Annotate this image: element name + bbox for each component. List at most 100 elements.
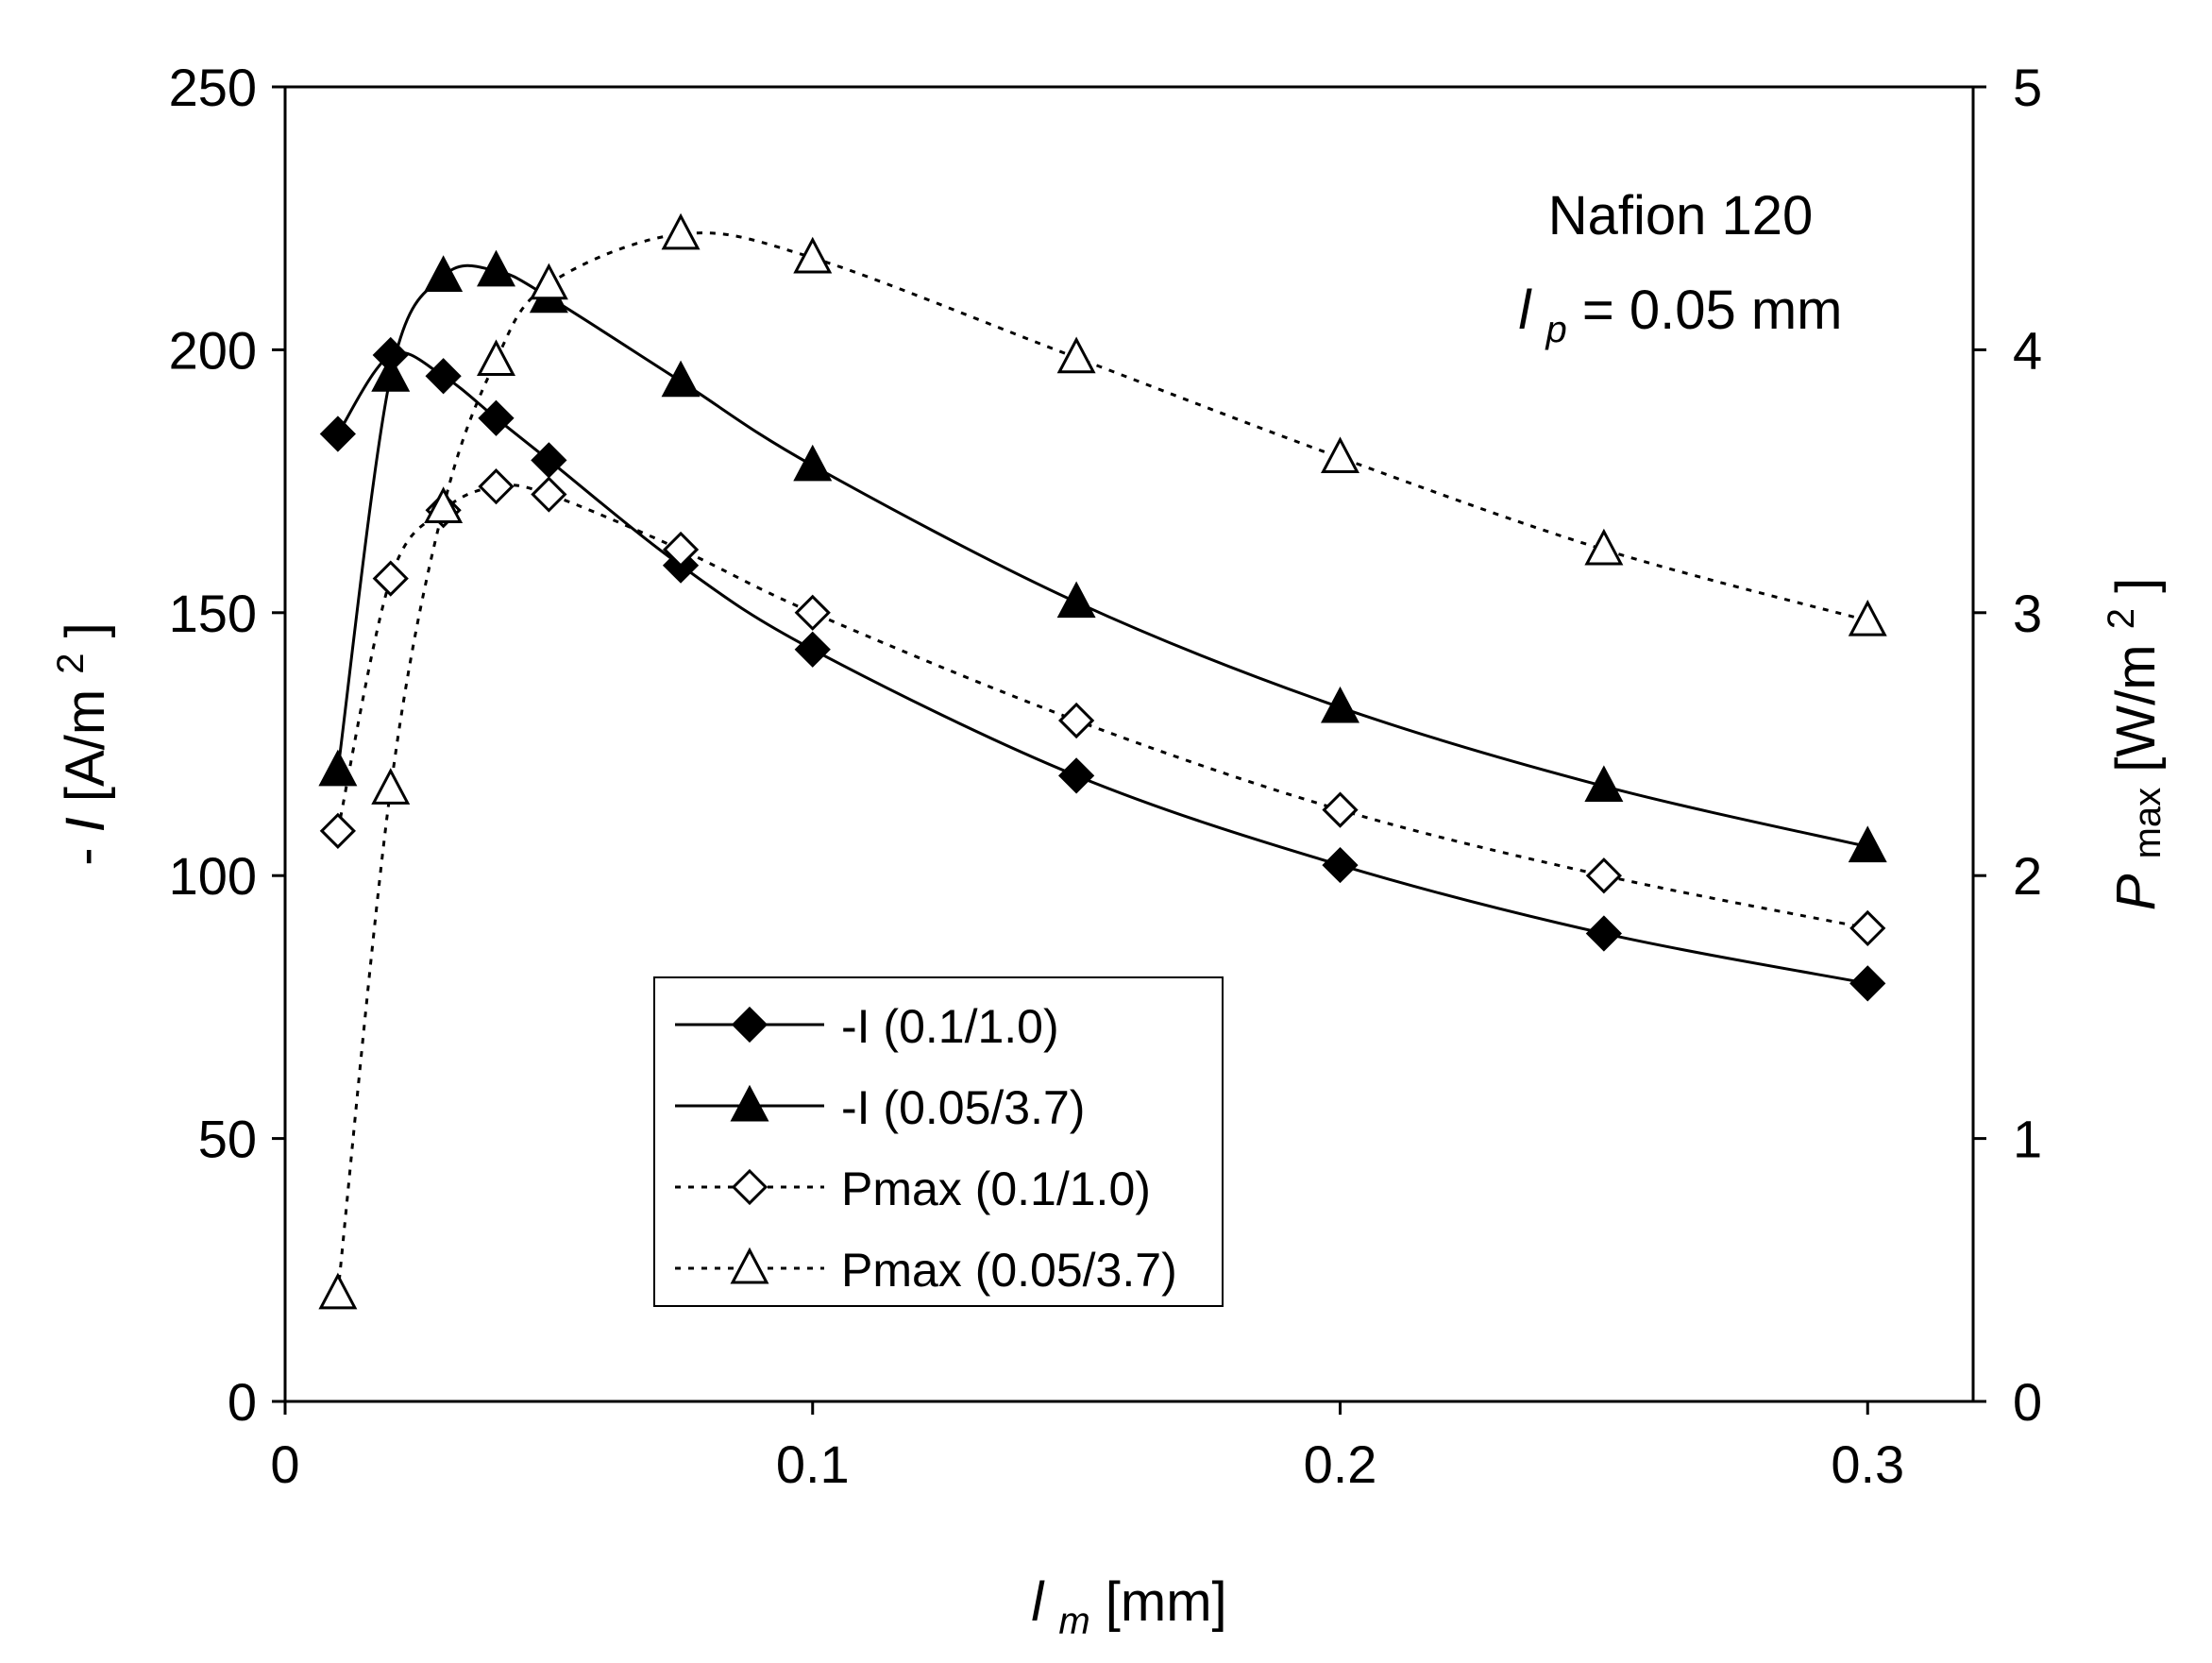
y-right-label-sub: max: [2127, 788, 2169, 859]
y-left-label-symbol: I: [55, 817, 116, 832]
data-point: [1585, 915, 1622, 952]
x-tick-label: 0.2: [1304, 1434, 1377, 1494]
data-point: [1848, 599, 1887, 636]
y-left-label-close: ]: [55, 622, 116, 637]
data-point: [1848, 825, 1887, 863]
data-point: [661, 360, 701, 398]
y-right-tick-label: 3: [2013, 584, 2042, 643]
series-line: [336, 484, 1868, 930]
legend-marker: [730, 1247, 769, 1284]
y-left-tick-label: 100: [169, 846, 257, 906]
series-layer: [318, 212, 1887, 1310]
x-tick-label: 0: [270, 1434, 299, 1494]
data-point: [661, 212, 701, 250]
data-point: [1849, 965, 1886, 1002]
y-left-label-rest: [A/m: [55, 689, 116, 802]
y-right-tick-label: 0: [2013, 1372, 2042, 1432]
data-point: [319, 416, 356, 452]
data-point: [318, 749, 358, 787]
series-line: [336, 350, 1868, 985]
x-label-rest: [mm]: [1106, 1571, 1227, 1633]
data-point: [425, 358, 462, 395]
series-2: [318, 249, 1887, 863]
legend-label: -I (0.1/1.0): [841, 1000, 1059, 1053]
annotation-lp-symbol: l: [1518, 280, 1532, 341]
legend-item: -I (0.05/3.7): [675, 1081, 1085, 1134]
plot-area: [283, 85, 1975, 1403]
y-left-axis-label: - I [A/m 2 ]: [34, 622, 116, 866]
y-right-tick-label: 4: [2013, 320, 2042, 380]
y-right-label-sup: 2: [2101, 608, 2142, 629]
y-right-axis-label: P max [W/m 2 ]: [2085, 578, 2172, 910]
data-point: [1849, 909, 1886, 947]
data-point: [1321, 436, 1359, 474]
y-left-tick-label: 0: [228, 1372, 257, 1432]
legend-label: -I (0.05/3.7): [841, 1081, 1085, 1134]
y-left-tick-label: 200: [169, 320, 257, 380]
annotation-lp: l p = 0.05 mm: [1518, 280, 1842, 354]
legend: -I (0.1/1.0) -I (0.05/3.7) Pmax (0.1/1.0) P…: [653, 976, 1224, 1307]
data-point: [1322, 791, 1359, 828]
y-left-label-sup: 2: [50, 653, 92, 673]
series-line: [336, 231, 1868, 1295]
x-axis-ticks: 0 0.1 0.2 0.3: [270, 1401, 1904, 1494]
data-point: [1321, 686, 1359, 723]
data-point: [372, 560, 409, 597]
annotation-lp-rest: = 0.05 mm: [1582, 280, 1843, 341]
data-point: [319, 812, 356, 849]
data-point: [1058, 757, 1095, 794]
data-point: [662, 531, 700, 568]
legend-label: Pmax (0.05/3.7): [841, 1244, 1177, 1297]
data-point: [793, 444, 833, 482]
data-point: [424, 255, 464, 292]
annotation-lp-sub: p: [1545, 309, 1567, 350]
x-label-symbol: l: [1031, 1571, 1045, 1633]
data-point: [371, 768, 411, 805]
y-right-label-symbol: P: [2105, 874, 2167, 910]
data-point: [531, 442, 567, 479]
data-point: [1056, 336, 1096, 374]
series-line: [336, 263, 1868, 849]
series-4: [318, 212, 1887, 1310]
data-point: [529, 263, 568, 300]
data-point: [371, 355, 411, 392]
data-point: [1056, 581, 1096, 619]
x-label-sub: m: [1058, 1601, 1089, 1642]
legend-item: Pmax (0.05/3.7): [675, 1244, 1177, 1297]
legend-marker: [731, 1006, 768, 1044]
data-point: [1584, 765, 1624, 803]
y-left-label-prefix: -: [55, 847, 116, 865]
y-left-tick-label: 150: [169, 584, 257, 643]
data-point: [318, 1272, 358, 1310]
legend-marker: [731, 1168, 768, 1206]
y-right-label-rest: [W/m: [2105, 644, 2167, 772]
data-point: [477, 249, 515, 287]
data-point: [424, 486, 464, 523]
data-point: [478, 399, 515, 436]
legend-item: -I (0.1/1.0): [675, 1000, 1059, 1053]
data-point: [477, 339, 515, 377]
annotation-title: Nafion 120: [1548, 185, 1814, 246]
y-left-axis-ticks: 0 50 100 150 200 250: [169, 58, 285, 1432]
data-point: [1058, 702, 1095, 739]
legend-label: Pmax (0.1/1.0): [841, 1162, 1151, 1215]
y-right-label-close: ]: [2105, 578, 2167, 593]
data-point: [1584, 528, 1624, 566]
series-3: [319, 468, 1886, 947]
series-1: [319, 336, 1886, 1002]
y-left-tick-label: 50: [198, 1110, 257, 1169]
x-axis-label: l m [mm]: [1031, 1571, 1226, 1646]
legend-marker: [730, 1084, 769, 1122]
data-point: [794, 631, 831, 668]
legend-item: Pmax (0.1/1.0): [675, 1162, 1151, 1215]
x-tick-label: 0.1: [776, 1434, 850, 1494]
data-point: [1322, 846, 1359, 884]
y-right-axis-ticks: 0 1 2 3 4 5: [1973, 58, 2042, 1432]
data-point: [478, 468, 515, 505]
x-tick-label: 0.3: [1831, 1434, 1904, 1494]
y-right-tick-label: 5: [2013, 58, 2042, 117]
data-point: [794, 594, 831, 631]
data-point: [531, 476, 567, 513]
y-right-tick-label: 2: [2013, 846, 2042, 906]
